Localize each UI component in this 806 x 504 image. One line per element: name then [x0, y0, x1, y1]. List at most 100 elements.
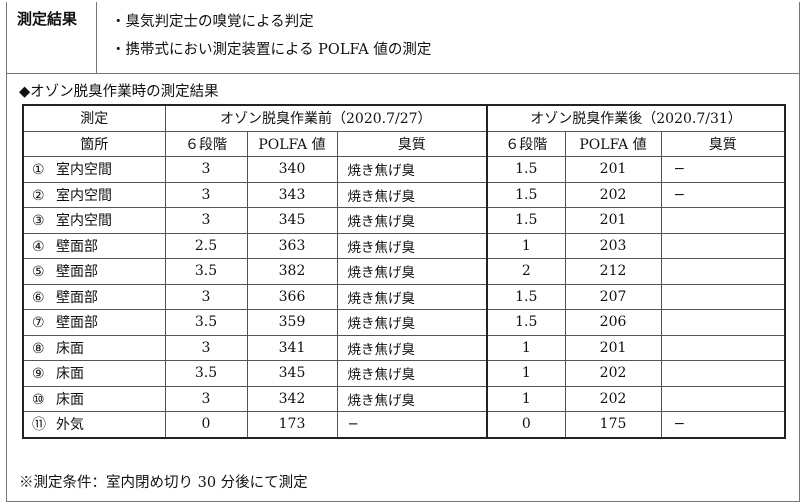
- before-polfa: 345: [246, 360, 338, 387]
- location-place: 壁面部: [56, 289, 98, 306]
- before-grade: 3.5: [164, 360, 248, 387]
- after-quality: −: [660, 411, 786, 438]
- after-quality: −: [660, 156, 786, 183]
- header-grade-before: ６段階: [164, 130, 248, 157]
- after-quality: −: [660, 181, 786, 208]
- after-quality: [660, 283, 786, 310]
- after-polfa: 175: [564, 411, 662, 438]
- location-place: 室内空間: [56, 213, 112, 230]
- before-grade: 3.5: [164, 309, 248, 336]
- after-polfa: 206: [564, 309, 662, 336]
- after-polfa: 201: [564, 156, 662, 183]
- after-polfa: 202: [564, 181, 662, 208]
- document-frame: 測定結果 ・臭気判定士の嗅覚による判定 ・携帯式におい測定装置による POLFA…: [6, 2, 800, 502]
- measurement-note: ※測定条件：室内閉め切り 30 分後にて測定: [19, 475, 308, 491]
- location-cell: ⑨ 床面: [22, 360, 166, 387]
- after-polfa: 201: [564, 334, 662, 361]
- after-grade: 1.5: [486, 156, 566, 183]
- table-row: ③ 室内空間 3 345 焼き焦げ臭 1.5 201: [22, 207, 786, 234]
- after-polfa: 212: [564, 258, 662, 285]
- table-row: ② 室内空間 3 343 焼き焦げ臭 1.5 202−: [22, 181, 786, 208]
- method-items: ・臭気判定士の嗅覚による判定 ・携帯式におい測定装置による POLFA 値の測定: [111, 8, 431, 64]
- location-cell: ④ 壁面部: [22, 232, 166, 259]
- after-polfa: 201: [564, 207, 662, 234]
- after-grade: 1: [486, 334, 566, 361]
- after-grade: 1.5: [486, 181, 566, 208]
- location-number: ⑥: [32, 289, 45, 306]
- location-place: 外気: [56, 417, 84, 434]
- location-cell: ⑦ 壁面部: [22, 309, 166, 336]
- before-polfa: 366: [246, 283, 338, 310]
- location-cell: ⑤ 壁面部: [22, 258, 166, 285]
- section-title: ◆オゾン脱臭作業時の測定結果: [19, 84, 219, 100]
- table-row: ⑤ 壁面部 3.5 382 焼き焦げ臭 2 212: [22, 258, 786, 285]
- location-number: ②: [32, 187, 45, 204]
- location-cell: ⑪ 外気: [22, 411, 166, 438]
- before-polfa: 382: [246, 258, 338, 285]
- table-row: ④ 壁面部 2.5 363 焼き焦げ臭 1 203: [22, 232, 786, 259]
- location-number: ⑪: [32, 417, 46, 434]
- after-grade: 0: [486, 411, 566, 438]
- header-quality-after: 臭質: [660, 130, 786, 157]
- header-row-columns: 箇所 ６段階 POLFA 値 臭質 ６段階 POLFA 値 臭質: [22, 130, 786, 157]
- location-place: 壁面部: [56, 238, 98, 255]
- location-cell: ⑥ 壁面部: [22, 283, 166, 310]
- location-cell: ⑧ 床面: [22, 334, 166, 361]
- before-quality: 焼き焦げ臭: [336, 232, 488, 259]
- after-quality: [660, 360, 786, 387]
- before-grade: 3: [164, 385, 248, 412]
- table-body: ① 室内空間 3 340 焼き焦げ臭 1.5 201− ② 室内空間 3 343 焼き焦げ臭 1.5 2…: [22, 156, 786, 438]
- after-grade: 2: [486, 258, 566, 285]
- before-grade: 3: [164, 181, 248, 208]
- before-quality: 焼き焦げ臭: [336, 181, 488, 208]
- before-quality: 焼き焦げ臭: [336, 258, 488, 285]
- results-table: 測定 オゾン脱臭作業前（2020.7/27） オゾン脱臭作業後（2020.7/3…: [22, 104, 787, 439]
- after-polfa: 202: [564, 360, 662, 387]
- location-cell: ② 室内空間: [22, 181, 166, 208]
- location-cell: ③ 室内空間: [22, 207, 166, 234]
- after-polfa: 203: [564, 232, 662, 259]
- method-item: ・携帯式におい測定装置による POLFA 値の測定: [111, 42, 432, 58]
- location-cell: ① 室内空間: [22, 156, 166, 183]
- location-cell: ⑩ 床面: [22, 385, 166, 412]
- location-number: ⑧: [32, 340, 45, 357]
- table-row: ⑪ 外気 0 173−0 175−: [22, 411, 786, 438]
- before-polfa: 341: [246, 334, 338, 361]
- before-grade: 3: [164, 207, 248, 234]
- after-quality: [660, 232, 786, 259]
- before-quality: 焼き焦げ臭: [336, 156, 488, 183]
- location-number: ⑤: [32, 264, 45, 281]
- before-grade: 0: [164, 411, 248, 438]
- header-location-bottom: 箇所: [22, 130, 166, 157]
- header-quality-before: 臭質: [336, 130, 488, 157]
- after-grade: 1.5: [486, 309, 566, 336]
- after-grade: 1.5: [486, 207, 566, 234]
- method-item: ・臭気判定士の嗅覚による判定: [111, 14, 314, 30]
- before-grade: 3: [164, 283, 248, 310]
- table-row: ⑩ 床面 3 342 焼き焦げ臭 1 202: [22, 385, 786, 412]
- before-polfa: 173: [246, 411, 338, 438]
- before-polfa: 342: [246, 385, 338, 412]
- header-row-group: 測定 オゾン脱臭作業前（2020.7/27） オゾン脱臭作業後（2020.7/3…: [22, 104, 786, 132]
- table-row: ⑥ 壁面部 3 366 焼き焦げ臭 1.5 207: [22, 283, 786, 310]
- after-quality: [660, 385, 786, 412]
- table-row: ① 室内空間 3 340 焼き焦げ臭 1.5 201−: [22, 156, 786, 183]
- before-quality: 焼き焦げ臭: [336, 385, 488, 412]
- after-grade: 1: [486, 232, 566, 259]
- location-number: ④: [32, 238, 45, 255]
- table-row: ⑦ 壁面部 3.5 359 焼き焦げ臭 1.5 206: [22, 309, 786, 336]
- header-grade-after: ６段階: [486, 130, 566, 157]
- location-place: 床面: [56, 366, 84, 383]
- method-section: 測定結果 ・臭気判定士の嗅覚による判定 ・携帯式におい測定装置による POLFA…: [7, 2, 799, 74]
- location-place: 室内空間: [56, 162, 112, 179]
- before-grade: 3: [164, 156, 248, 183]
- location-place: 壁面部: [56, 264, 98, 281]
- after-quality: [660, 207, 786, 234]
- before-grade: 3.5: [164, 258, 248, 285]
- table-row: ⑧ 床面 3 341 焼き焦げ臭 1 201: [22, 334, 786, 361]
- before-quality: 焼き焦げ臭: [336, 207, 488, 234]
- method-label: 測定結果: [7, 2, 97, 74]
- after-quality: [660, 309, 786, 336]
- before-polfa: 340: [246, 156, 338, 183]
- before-quality: 焼き焦げ臭: [336, 309, 488, 336]
